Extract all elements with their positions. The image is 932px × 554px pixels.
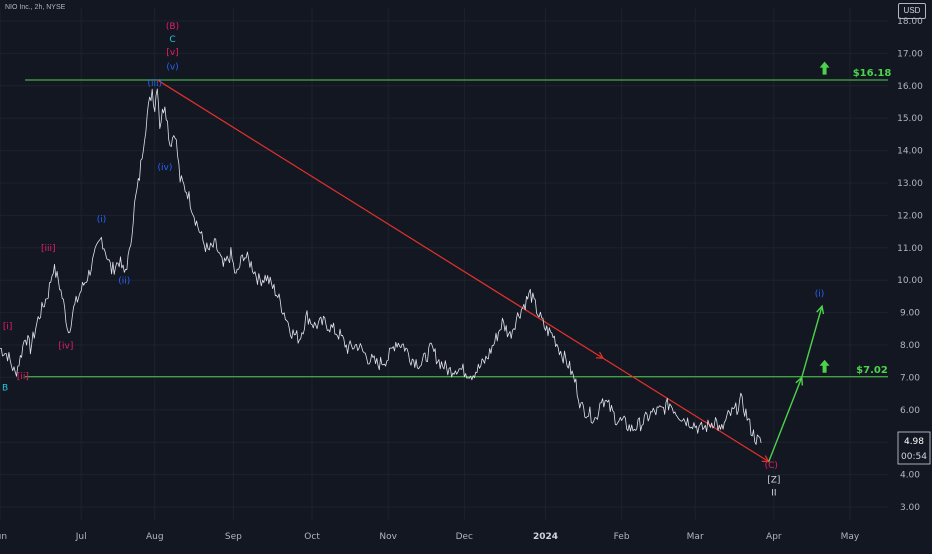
price-tag-box: [897, 431, 931, 465]
wave-label: [iv]: [59, 341, 74, 351]
y-tick-label: 6.00: [900, 406, 920, 416]
y-tick-label: 7.00: [900, 373, 920, 383]
wave-labels: (B) C [v] (v)(iii) (iv) (i) (ii) [iii] [iv] [i] [i…: [2, 22, 824, 499]
y-tick-label: 18.00: [897, 17, 923, 27]
y-tick-label: 3.00: [900, 503, 920, 513]
x-axis[interactable]: Jun Jul Aug Sep Oct Nov Dec 2024 Feb Mar Apr May: [0, 532, 860, 542]
wave-label: [ii]: [17, 372, 29, 382]
wave-label: B: [2, 383, 8, 393]
level-label: $7.02: [856, 365, 888, 376]
y-tick-label: 14.00: [897, 147, 923, 157]
symbol-header: NIO Inc., 2h, NYSE: [5, 4, 66, 11]
wave-label: [i]: [3, 322, 13, 332]
currency-button[interactable]: USD: [898, 3, 926, 19]
x-tick-label: Dec: [456, 532, 473, 542]
wave-label: (iii): [148, 79, 163, 89]
y-tick-label: 4.00: [900, 471, 920, 481]
y-tick-label: 10.00: [897, 276, 923, 286]
bar-countdown: 00:54: [901, 452, 927, 462]
x-tick-label: Feb: [614, 532, 630, 542]
y-tick-label: 17.00: [897, 49, 923, 59]
trend-arrowhead: [595, 351, 605, 359]
x-tick-label: Sep: [225, 532, 242, 542]
trend-line: [156, 79, 770, 463]
trend-arrowhead: [761, 455, 770, 463]
y-tick-label: 12.00: [897, 211, 923, 221]
trend-lines[interactable]: [156, 79, 770, 463]
x-tick-label: Jul: [75, 532, 87, 542]
wave-label: II: [771, 489, 776, 499]
x-tick-label: 2024: [533, 532, 558, 542]
y-tick-label: 11.00: [897, 244, 923, 254]
wave-label: (i): [97, 215, 107, 225]
wave-label: [iii]: [41, 244, 56, 254]
up-arrow-icon: [819, 61, 830, 75]
projection-line: [801, 305, 823, 378]
projection-arrowhead: [816, 304, 825, 315]
wave-label: C: [169, 35, 175, 45]
wave-label: (ii): [118, 276, 130, 286]
wave-label: (B): [166, 22, 179, 32]
x-tick-label: Nov: [379, 532, 397, 542]
x-tick-label: Aug: [146, 532, 164, 542]
wave-label: (iv): [157, 163, 172, 173]
y-tick-label: 9.00: [900, 309, 920, 319]
wave-label: [v]: [166, 48, 178, 58]
up-arrow-icon: [819, 359, 830, 373]
wave-label: (v): [166, 63, 178, 73]
grid: [0, 8, 888, 520]
last-price-value: 4.98: [904, 437, 924, 447]
level-label: $16.18: [853, 68, 892, 79]
x-tick-label: Mar: [687, 532, 704, 542]
horizontal-levels[interactable]: $16.18 $7.02: [25, 68, 892, 378]
projection-line: [768, 377, 803, 462]
x-tick-label: Jun: [0, 532, 7, 542]
x-tick-label: Oct: [304, 532, 320, 542]
price-series: [0, 88, 762, 445]
projection-arrowhead: [795, 375, 804, 386]
y-tick-label: 13.00: [897, 179, 923, 189]
x-tick-label: Apr: [766, 532, 782, 542]
wave-label: (i): [815, 289, 825, 299]
y-axis[interactable]: 3.004.005.006.007.008.009.0010.0011.0012…: [897, 17, 923, 513]
x-tick-label: May: [841, 532, 860, 542]
price-tag: 4.98 00:54: [897, 431, 931, 465]
wave-label: [Z]: [767, 476, 780, 486]
y-tick-label: 8.00: [900, 341, 920, 351]
price-line: [0, 88, 762, 445]
projection[interactable]: [768, 61, 830, 462]
y-tick-label: 16.00: [897, 82, 923, 92]
wave-label: (C): [765, 461, 778, 471]
y-tick-label: 15.00: [897, 114, 923, 124]
